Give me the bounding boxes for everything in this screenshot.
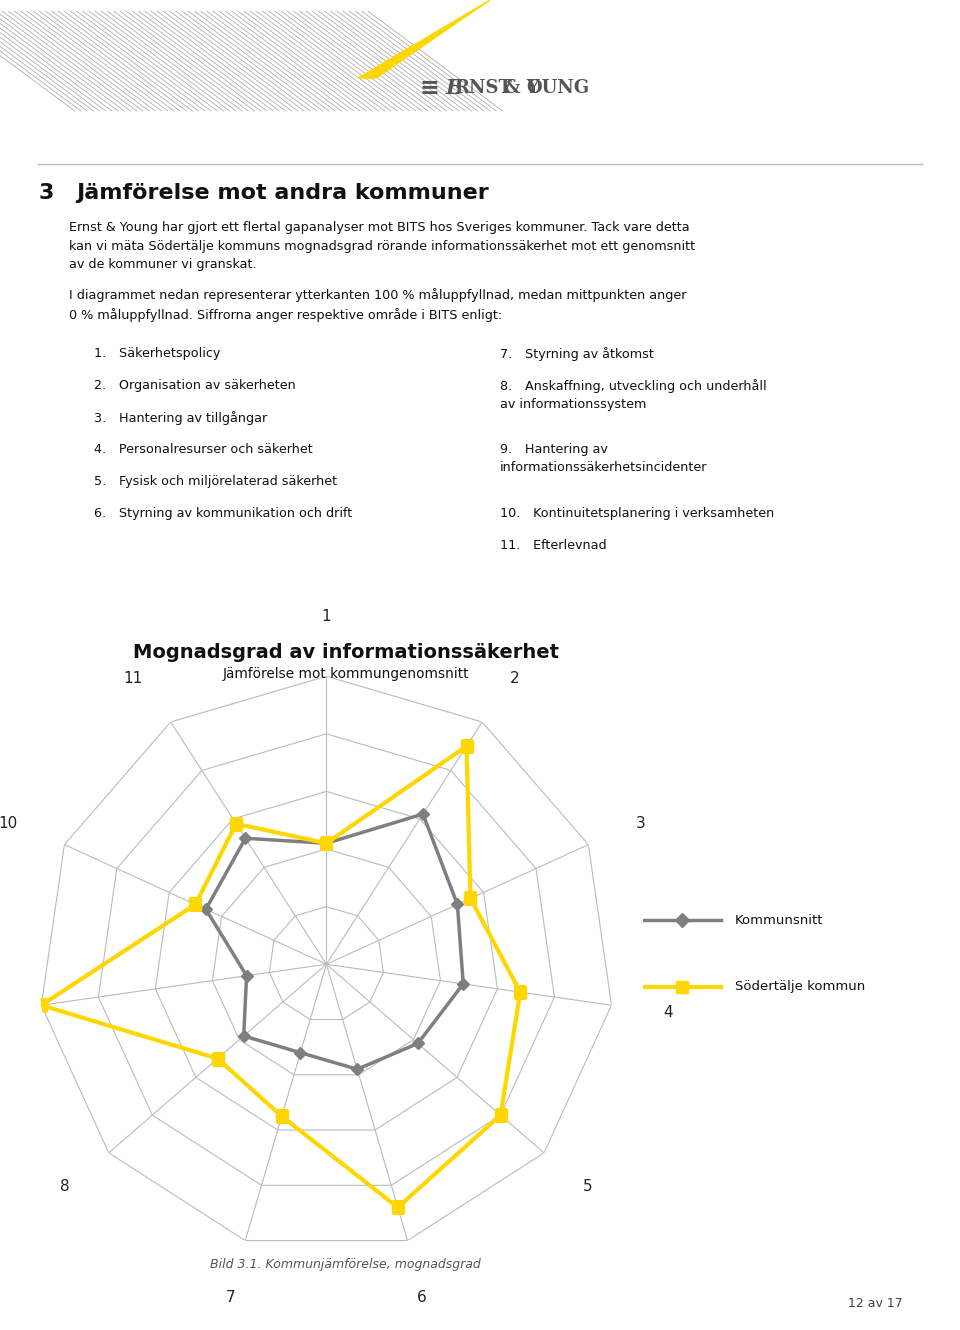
Text: 2: 2 <box>510 670 519 686</box>
Text: Jämförelse mot kommungenomsnitt: Jämförelse mot kommungenomsnitt <box>223 666 468 681</box>
Text: 4.  Personalresurser och säkerhet: 4. Personalresurser och säkerhet <box>93 443 312 456</box>
Text: 7: 7 <box>226 1290 235 1305</box>
Text: 5: 5 <box>584 1180 593 1194</box>
Text: Jämförelse mot andra kommuner: Jämförelse mot andra kommuner <box>77 184 490 203</box>
Text: 2.  Organisation av säkerheten: 2. Organisation av säkerheten <box>93 379 296 392</box>
Text: Södertälje kommun: Södertälje kommun <box>735 980 865 994</box>
Text: 8.  Anskaffning, utveckling och underhåll
av informationssystem: 8. Anskaffning, utveckling och underhåll… <box>500 379 767 411</box>
Text: 6: 6 <box>418 1290 427 1305</box>
Text: RNST: RNST <box>454 78 512 97</box>
Text: 3.  Hantering av tillgångar: 3. Hantering av tillgångar <box>93 411 267 424</box>
Text: 8: 8 <box>60 1180 69 1194</box>
Text: 12 av 17: 12 av 17 <box>848 1297 902 1310</box>
Text: 10: 10 <box>0 815 17 830</box>
Text: & Y: & Y <box>498 78 540 97</box>
Text: 6.  Styrning av kommunikation och drift: 6. Styrning av kommunikation och drift <box>93 507 352 520</box>
Text: 4: 4 <box>662 1005 672 1020</box>
Text: ≡: ≡ <box>420 76 440 100</box>
Text: OUNG: OUNG <box>526 78 589 97</box>
Text: 1: 1 <box>322 609 331 624</box>
Text: Kommunsnitt: Kommunsnitt <box>735 914 824 927</box>
Text: 7.  Styrning av åtkomst: 7. Styrning av åtkomst <box>500 347 654 360</box>
Text: 1.  Säkerhetspolicy: 1. Säkerhetspolicy <box>93 347 220 359</box>
Text: 3: 3 <box>636 815 645 830</box>
Text: Mognadsgrad av informationssäkerhet: Mognadsgrad av informationssäkerhet <box>132 644 559 662</box>
Text: 11: 11 <box>124 670 143 686</box>
Text: Bild 3.1. Kommunjämförelse, mognadsgrad: Bild 3.1. Kommunjämförelse, mognadsgrad <box>210 1258 481 1271</box>
Text: 3: 3 <box>38 184 54 203</box>
Text: 10.  Kontinuitetsplanering i verksamheten: 10. Kontinuitetsplanering i verksamheten <box>500 507 775 520</box>
Polygon shape <box>358 0 490 78</box>
Text: E: E <box>445 78 461 98</box>
Text: Ernst & Young har gjort ett flertal gapanalyser mot BITS hos Sveriges kommuner. : Ernst & Young har gjort ett flertal gapa… <box>68 221 695 271</box>
Text: 9.  Hantering av
informationssäkerhetsincidenter: 9. Hantering av informationssäkerhetsinc… <box>500 443 708 473</box>
Text: I diagrammet nedan representerar ytterkanten 100 % måluppfyllnad, medan mittpunk: I diagrammet nedan representerar ytterka… <box>68 289 686 322</box>
Text: 5.  Fysisk och miljörelaterad säkerhet: 5. Fysisk och miljörelaterad säkerhet <box>93 475 337 488</box>
Text: 11.  Efterlevnad: 11. Efterlevnad <box>500 540 607 552</box>
